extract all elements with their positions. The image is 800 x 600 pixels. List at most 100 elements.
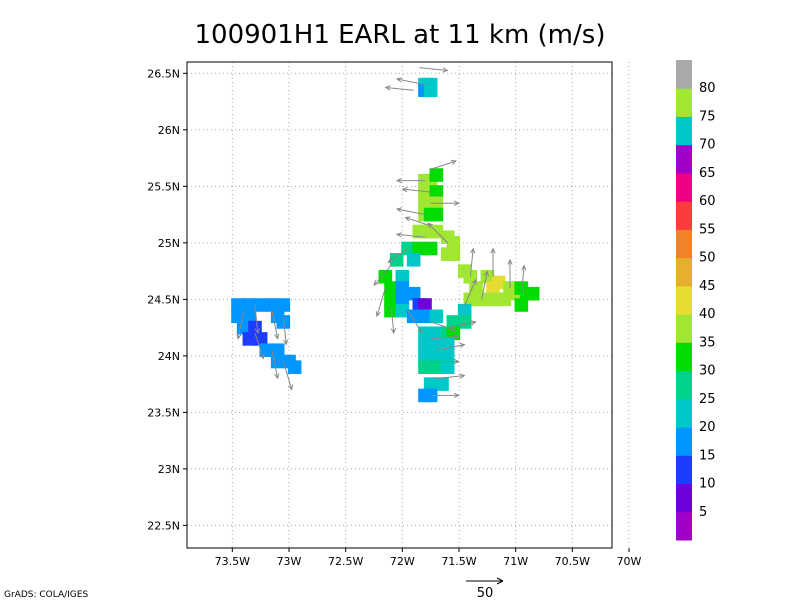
wind-vector-shaft: [271, 350, 279, 379]
wind-vector-shaft: [464, 279, 477, 306]
colorbar-segment: [676, 88, 692, 117]
shaded-cell: [406, 253, 421, 267]
shaded-cell: [429, 349, 444, 363]
shaded-cell: [480, 269, 495, 284]
wind-vector-shaft: [282, 316, 287, 345]
wind-vector: [373, 265, 392, 286]
wind-vector-shaft: [447, 321, 476, 329]
colorbar-label: 35: [699, 335, 716, 350]
wind-vector-head: [450, 326, 457, 332]
shaded-cell: [418, 298, 432, 312]
shaded-cell: [259, 343, 274, 357]
shaded-cell: [395, 292, 410, 307]
shaded-cell: [253, 298, 268, 312]
plot-frame: [186, 61, 613, 549]
y-tick-label: 26.5N: [147, 67, 180, 80]
shaded-cell: [276, 315, 291, 329]
wind-vector-shaft: [237, 310, 245, 339]
colorbar-segment: [676, 60, 692, 89]
colorbar-label: 80: [699, 81, 716, 96]
wind-vector: [271, 350, 280, 380]
shaded-cell: [429, 207, 444, 222]
shaded-cell: [270, 354, 285, 369]
shaded-cell: [406, 309, 421, 324]
y-tick-label: 24.5N: [147, 293, 180, 306]
colorbar-segment: [676, 144, 692, 174]
wind-vector-head: [453, 358, 460, 365]
y-tick-label: 23.5N: [147, 406, 180, 419]
wind-vector: [390, 304, 396, 335]
wind-vector: [507, 258, 513, 289]
y-tick-label: 26N: [158, 124, 180, 137]
reference-vector-label: 50: [477, 586, 494, 600]
wind-vector-shaft: [282, 361, 293, 390]
wind-vector-head: [375, 311, 381, 318]
colorbar-label: 75: [699, 109, 716, 124]
colorbar-label: 15: [699, 448, 716, 463]
shaded-cell: [440, 349, 455, 363]
shaded-cell: [270, 343, 285, 357]
wind-vector-shaft: [419, 67, 448, 71]
wind-vectors: [236, 67, 527, 399]
wind-vector-shaft: [388, 248, 409, 263]
wind-vector-shaft: [427, 222, 449, 244]
shaded-cell: [389, 253, 404, 267]
colorbar-segment: [676, 285, 692, 315]
wind-vector-head: [453, 200, 460, 206]
shaded-cell: [440, 337, 455, 352]
shaded-cell: [423, 377, 438, 391]
wind-vector: [395, 207, 426, 216]
wind-vector-head: [442, 67, 449, 73]
wind-vector: [427, 222, 449, 244]
wind-vector-head: [471, 278, 477, 285]
shaded-cell: [457, 303, 472, 318]
colorbar-label: 20: [699, 420, 716, 435]
colorbar-segment: [676, 483, 692, 513]
shaded-cell: [429, 309, 444, 324]
x-axis-ticks: 73.5W 73W 72.5W 72W 71.5W 71W 70.5W 70W: [215, 548, 642, 568]
x-tick-label: 70.5W: [555, 555, 590, 568]
colorbar: 5 10 15 20 25 30 35 40 45 50 55 60 65 70 75 80: [676, 60, 716, 541]
shaded-cell: [429, 168, 444, 182]
shaded-cell: [440, 360, 455, 374]
wind-vector: [387, 248, 409, 264]
shaded-cell: [525, 286, 540, 301]
wind-vector-shaft: [436, 344, 465, 351]
reference-vector-head: [496, 577, 504, 585]
shaded-cell: [463, 292, 478, 307]
wind-vector: [430, 321, 457, 332]
shaded-cell: [384, 281, 398, 295]
y-tick-label: 24N: [158, 350, 180, 363]
shaded-cell: [412, 241, 427, 256]
colorbar-segment: [676, 370, 692, 400]
colorbar-segment: [676, 257, 692, 287]
shaded-cell: [429, 326, 444, 341]
x-tick-label: 70W: [617, 555, 642, 568]
x-tick-label: 73W: [277, 555, 302, 568]
wind-vector-head: [274, 333, 280, 340]
wind-vector-head: [395, 232, 402, 238]
wind-vector: [384, 85, 414, 91]
wind-vector-head: [390, 328, 396, 335]
wind-vector: [430, 200, 460, 206]
wind-vector-head: [384, 85, 391, 91]
wind-vector-head: [470, 247, 476, 254]
shaded-cell: [253, 332, 268, 346]
wind-vector: [395, 77, 426, 86]
shaded-cell: [497, 292, 512, 307]
wind-vector: [430, 333, 460, 340]
wind-vector: [430, 392, 460, 399]
shaded-cell: [395, 269, 410, 284]
wind-vector: [282, 316, 289, 346]
colorbar-segment: [676, 229, 692, 259]
wind-vector-head: [283, 339, 289, 346]
wind-vector: [254, 333, 265, 360]
wind-vector-shaft: [405, 217, 431, 227]
colorbar-label: 25: [699, 392, 716, 407]
wind-vector-head: [395, 178, 402, 184]
reference-vector: 50: [466, 577, 504, 600]
colorbar-label: 60: [699, 194, 716, 209]
shaded-cell: [418, 309, 432, 324]
